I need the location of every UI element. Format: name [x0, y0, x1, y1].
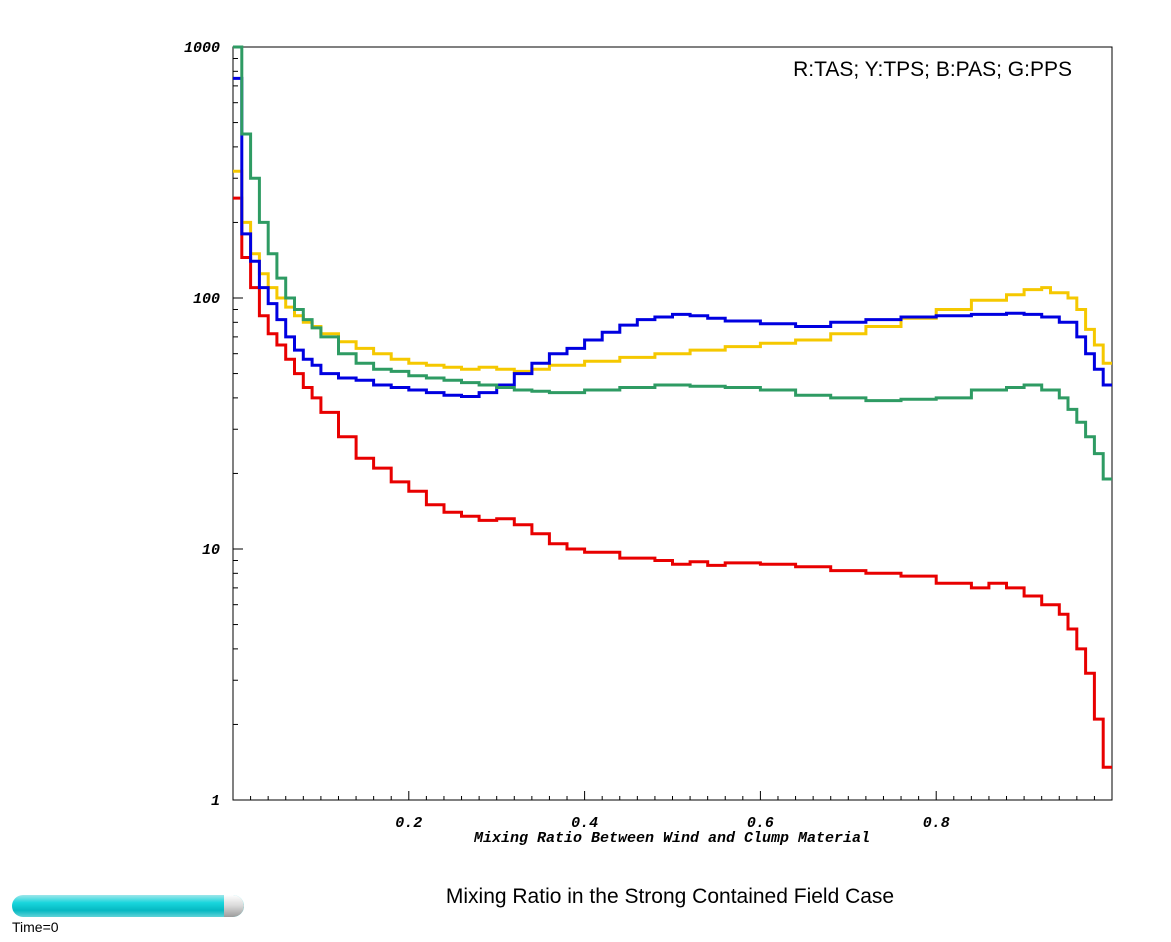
- time-slider[interactable]: [12, 895, 244, 917]
- y-ticks: 1 10 100 1000: [184, 40, 243, 810]
- series-line-g-pps: [233, 45, 1112, 481]
- y-tick-label: 100: [193, 291, 220, 308]
- plot-frame: [232, 46, 1113, 801]
- series-group: [233, 45, 1112, 769]
- time-slider-end-cap: [224, 895, 244, 917]
- x-tick-label: 0.8: [923, 815, 950, 832]
- y-tick-label: 10: [202, 542, 220, 559]
- x-tick-label: 0.2: [395, 815, 422, 832]
- y-tick-label: 1: [211, 793, 220, 810]
- series-line-y-tps: [233, 169, 1112, 373]
- legend: R:TAS; Y:TPS; B:PAS; G:PPS: [793, 58, 1072, 81]
- x-ticks: 0.2 0.4 0.6 0.8: [395, 791, 950, 832]
- y-tick-label: 1000: [184, 40, 220, 57]
- x-tick-label: 0.4: [571, 815, 598, 832]
- series-line-r-tas: [233, 196, 1112, 769]
- minor-ticks: [233, 57, 1095, 800]
- time-label: Time=0: [12, 919, 59, 935]
- x-tick-label: 0.6: [747, 815, 774, 832]
- series-line-b-pas: [233, 76, 1112, 398]
- chart-title: Mixing Ratio in the Strong Contained Fie…: [446, 885, 894, 908]
- x-axis-label: Mixing Ratio Between Wind and Clump Mate…: [473, 830, 870, 847]
